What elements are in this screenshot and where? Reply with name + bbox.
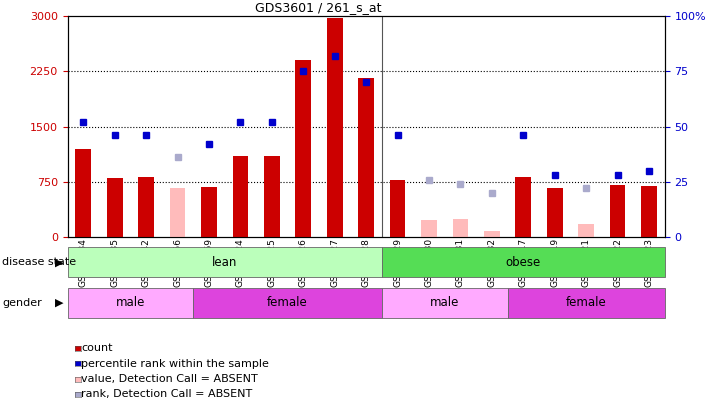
Bar	[515, 177, 531, 237]
Bar	[382, 288, 508, 318]
Bar	[610, 185, 626, 237]
Text: gender: gender	[2, 298, 42, 308]
Bar	[193, 288, 382, 318]
Bar	[201, 187, 217, 237]
Bar	[453, 219, 469, 237]
Text: obese: obese	[506, 256, 541, 269]
Text: count: count	[82, 343, 113, 353]
Bar	[107, 178, 122, 237]
Bar	[327, 18, 343, 237]
Bar	[68, 247, 382, 277]
Bar	[138, 177, 154, 237]
Bar	[232, 156, 248, 237]
Bar	[578, 224, 594, 237]
Text: lean: lean	[212, 256, 237, 269]
Bar	[68, 288, 193, 318]
Bar	[508, 288, 665, 318]
Text: disease state: disease state	[2, 257, 76, 267]
Title: GDS3601 / 261_s_at: GDS3601 / 261_s_at	[255, 1, 382, 14]
Bar	[390, 179, 405, 237]
Text: ▶: ▶	[55, 257, 63, 267]
Text: female: female	[267, 296, 308, 309]
Text: male: male	[116, 296, 145, 309]
Bar	[382, 247, 665, 277]
Text: ▶: ▶	[55, 298, 63, 308]
Bar	[264, 156, 279, 237]
Bar	[296, 60, 311, 237]
Text: percentile rank within the sample: percentile rank within the sample	[82, 359, 269, 369]
Bar	[75, 149, 91, 237]
Bar	[170, 188, 186, 237]
Text: male: male	[430, 296, 459, 309]
Bar	[358, 78, 374, 237]
Bar	[421, 220, 437, 237]
Bar	[547, 188, 562, 237]
Text: value, Detection Call = ABSENT: value, Detection Call = ABSENT	[82, 374, 258, 384]
Bar	[484, 231, 500, 237]
Text: rank, Detection Call = ABSENT: rank, Detection Call = ABSENT	[82, 390, 252, 399]
Text: female: female	[566, 296, 606, 309]
Bar	[641, 186, 657, 237]
